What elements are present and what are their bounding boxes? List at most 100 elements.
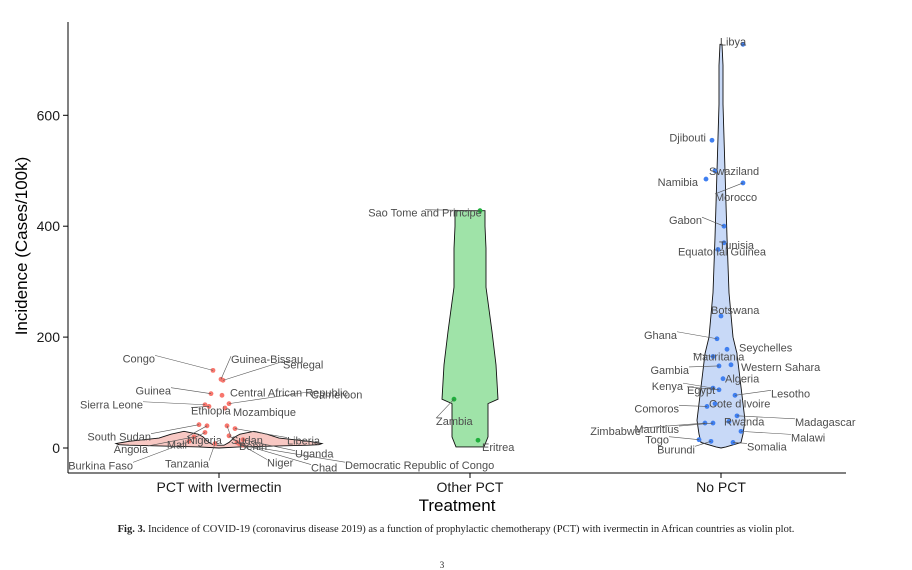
point-label: Morocco xyxy=(715,192,757,204)
label-leader xyxy=(186,425,208,438)
violin-1 xyxy=(114,430,324,449)
x-axis-title: Treatment xyxy=(419,496,496,515)
label-leader xyxy=(694,441,712,447)
point-label: Comoros xyxy=(634,403,679,415)
label-leader-lines xyxy=(132,182,796,465)
label-leader xyxy=(678,405,708,407)
y-axis-title: Incidence (Cases/100k) xyxy=(12,157,31,336)
data-point xyxy=(720,376,726,382)
label-leader xyxy=(676,331,718,340)
point-label: Guinea-Bissau xyxy=(231,354,303,366)
label-leader xyxy=(220,356,232,380)
point-label: Guinea xyxy=(136,386,172,398)
point-label: Rwanda xyxy=(724,416,765,428)
label-leader xyxy=(228,435,240,444)
point-label: Algeria xyxy=(725,374,760,386)
label-leader xyxy=(150,424,200,435)
data-point xyxy=(712,168,718,174)
point-label: Mali xyxy=(167,439,187,451)
point-label: Gabon xyxy=(669,215,702,227)
label-leader xyxy=(226,425,232,437)
label-leader xyxy=(132,441,190,463)
label-leader xyxy=(640,422,706,429)
point-label: Malawi xyxy=(791,432,825,444)
label-leader xyxy=(208,443,216,461)
point-label: Congo xyxy=(123,353,155,365)
point-label: Burundi xyxy=(657,444,695,456)
y-tick-label: 0 xyxy=(52,440,60,456)
label-leader xyxy=(147,436,195,447)
point-label: Sudan xyxy=(231,435,263,447)
point-label: Sao Tome and Principe xyxy=(368,208,482,220)
point-label: Kenya xyxy=(652,381,684,393)
label-leader xyxy=(732,442,748,444)
caption-label: Fig. 3. xyxy=(117,524,146,535)
point-label: Eritrea xyxy=(482,442,515,454)
label-leader xyxy=(238,443,312,465)
label-leader xyxy=(234,428,288,438)
data-point xyxy=(740,41,746,47)
point-label: Tanzania xyxy=(165,459,210,471)
data-point xyxy=(222,405,228,411)
point-label: Togo xyxy=(645,435,669,447)
point-label: Djibouti xyxy=(669,132,706,144)
point-label: Nigeria xyxy=(187,435,223,447)
data-point xyxy=(712,401,718,407)
point-label: Swaziland xyxy=(709,166,759,178)
point-label: Democratic Republic of Congo xyxy=(345,460,494,472)
data-point xyxy=(721,240,727,246)
point-label: Egypt xyxy=(687,385,715,397)
label-leader xyxy=(242,444,346,463)
data-point xyxy=(477,208,483,214)
point-label: Ghana xyxy=(644,330,678,342)
label-leader xyxy=(170,387,212,394)
label-leader xyxy=(222,361,284,381)
point-label: Liberia xyxy=(287,436,321,448)
point-label: Zimbabwe xyxy=(590,426,641,438)
y-ticks: 0 200 400 600 xyxy=(37,107,68,456)
point-label: Gambia xyxy=(650,365,689,377)
y-tick-label: 200 xyxy=(37,329,61,345)
point-label: Lesotho xyxy=(771,388,810,400)
figure-caption: Fig. 3. Incidence of COVID-19 (coronavir… xyxy=(0,524,912,535)
data-point xyxy=(715,247,721,252)
violin-3 xyxy=(696,43,746,449)
label-leader xyxy=(714,182,744,195)
label-leader xyxy=(186,432,206,442)
label-leader xyxy=(701,216,725,227)
axes xyxy=(67,22,846,474)
point-label: Mauritania xyxy=(693,352,745,364)
data-point xyxy=(219,392,225,398)
point-label: Cote d'Ivoire xyxy=(709,399,770,411)
point-label: South Sudan xyxy=(87,432,151,444)
data-point xyxy=(709,137,715,143)
point-label: Zambia xyxy=(436,416,474,428)
data-point xyxy=(475,437,481,443)
label-leader xyxy=(678,422,714,427)
label-leader xyxy=(686,386,720,391)
x-tick-label: PCT with Ivermectin xyxy=(157,479,282,495)
data-point xyxy=(726,418,732,424)
label-leader xyxy=(682,382,714,389)
point-label: Mozambique xyxy=(233,407,296,419)
label-leader xyxy=(190,406,210,408)
point-label: Libya xyxy=(720,36,747,48)
point-label: Namibia xyxy=(658,177,699,189)
x-tick-label: Other PCT xyxy=(437,479,504,495)
label-leader xyxy=(692,353,714,357)
label-leader xyxy=(242,439,296,451)
y-tick-label: 600 xyxy=(37,107,61,123)
point-label: Uganda xyxy=(295,449,334,461)
data-point xyxy=(728,362,734,368)
label-leader xyxy=(740,431,792,435)
point-label: Mauritius xyxy=(634,424,679,436)
data-point xyxy=(703,176,709,182)
point-label: Western Sahara xyxy=(741,362,821,374)
point-label: Chad xyxy=(311,463,337,475)
data-point xyxy=(721,223,727,229)
point-label: Seychelles xyxy=(739,342,793,354)
point-label: Senegal xyxy=(283,359,323,371)
point-label: Angola xyxy=(114,444,149,456)
